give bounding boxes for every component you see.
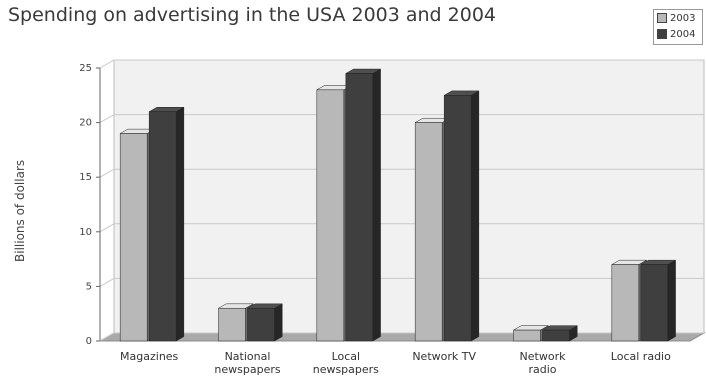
gridline: [99, 277, 704, 287]
legend-swatch-2003: [657, 13, 667, 23]
x-category-label: newspapers: [214, 363, 280, 376]
legend: 2003 2004: [653, 9, 703, 45]
x-category-label: Network: [520, 350, 567, 363]
gridline: [99, 114, 704, 124]
legend-swatch-2004: [657, 29, 667, 39]
x-category-label: radio: [528, 363, 556, 376]
bar-2004-2-side: [372, 68, 381, 342]
y-tick-label: 20: [79, 118, 92, 129]
y-tick-label: 10: [79, 227, 92, 238]
x-category-label: Local radio: [611, 350, 671, 363]
legend-label-2003: 2003: [670, 12, 696, 24]
bar-2004-0-side: [175, 106, 185, 342]
bar-2003-0: [119, 133, 148, 342]
bar-2003-4: [513, 329, 541, 342]
bar-2003-2: [316, 89, 345, 342]
gridline: [99, 168, 704, 178]
x-category-label: Network TV: [412, 350, 476, 363]
bar-2004-5: [640, 264, 669, 342]
bar-2004-1-side: [274, 303, 283, 342]
gridline: [99, 332, 704, 342]
bar-2004-2: [345, 73, 374, 342]
y-tick-label: 25: [79, 63, 92, 74]
gridline: [99, 59, 704, 69]
bar-2004-1: [247, 307, 275, 342]
bar-2004-3-side: [470, 90, 480, 342]
gridline: [99, 223, 704, 233]
y-tick-label: 5: [86, 281, 92, 292]
bar-2004-4: [542, 329, 570, 342]
bar-2004-5-side: [667, 259, 676, 342]
x-category-label: National: [225, 350, 271, 363]
bar-2003-5: [611, 264, 640, 342]
legend-item-2004: 2004: [654, 26, 702, 42]
bar-2004-0: [148, 111, 177, 342]
bar-2004-3: [443, 95, 472, 342]
legend-item-2003: 2003: [654, 10, 702, 26]
legend-label-2004: 2004: [670, 28, 696, 40]
bar-2003-3: [414, 122, 443, 342]
x-category-label: Local: [332, 350, 361, 363]
bar-2003-1: [218, 307, 246, 342]
chart-title: Spending on advertising in the USA 2003 …: [8, 4, 497, 26]
y-tick-label: 15: [79, 172, 92, 183]
y-tick-label: 0: [86, 336, 92, 347]
x-category-label: Magazines: [120, 350, 179, 363]
x-category-label: newspapers: [313, 363, 379, 376]
